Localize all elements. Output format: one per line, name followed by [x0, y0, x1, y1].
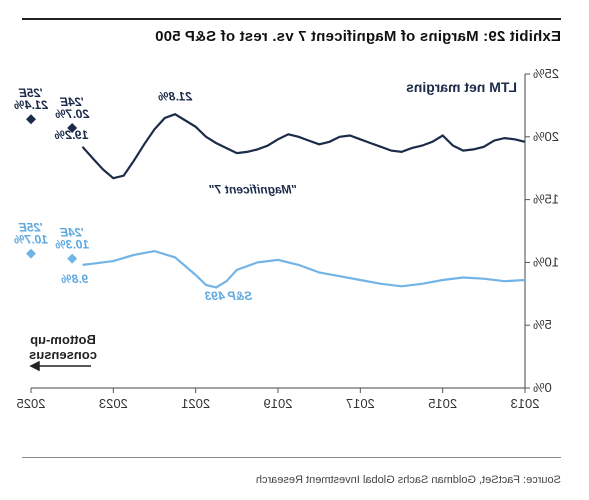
callout-mag7-peak: 21.8%	[158, 89, 193, 103]
svg-text:2017: 2017	[346, 396, 375, 411]
svg-text:5%: 5%	[533, 317, 552, 332]
svg-text:10.7%: 10.7%	[14, 233, 48, 247]
svg-text:15%: 15%	[533, 192, 559, 207]
series-label-sp493: S&P 493	[204, 289, 252, 303]
svg-text:21.4%: 21.4%	[14, 98, 49, 112]
callout-sp493-end: 9.8%	[61, 272, 89, 286]
svg-text:2013: 2013	[511, 396, 540, 411]
svg-text:20%: 20%	[533, 129, 559, 144]
svg-text:10%: 10%	[533, 254, 559, 269]
source-line: Source: FactSet, Goldman Sachs Global In…	[256, 474, 561, 486]
svg-text:2021: 2021	[181, 396, 210, 411]
top-rule	[22, 18, 561, 20]
bottom-rule	[22, 457, 561, 458]
svg-text:2019: 2019	[264, 396, 293, 411]
svg-text:10.3%: 10.3%	[55, 238, 89, 252]
chart-area: 0% 5% 10% 15% 20% 25% 2013 2015 2017 2019 2021 202…	[25, 62, 561, 440]
chart-title: LTM net margins	[406, 79, 517, 95]
page: Exhibit 29: Margins of Magnificent 7 vs.…	[0, 0, 589, 500]
svg-text:2015: 2015	[428, 396, 457, 411]
svg-text:Bottom-up: Bottom-up	[30, 332, 96, 347]
svg-text:2023: 2023	[99, 396, 128, 411]
svg-text:20.7%: 20.7%	[55, 107, 90, 121]
svg-text:0%: 0%	[533, 380, 552, 395]
svg-text:consensus: consensus	[29, 347, 97, 362]
series-label-mag7: "Magnificent 7"	[209, 182, 297, 196]
svg-text:25%: 25%	[533, 66, 559, 81]
svg-text:2025: 2025	[17, 396, 46, 411]
exhibit-title: Exhibit 29: Margins of Magnificent 7 vs.…	[155, 28, 561, 45]
consensus-label: Bottom-up consensus	[29, 332, 97, 370]
margins-chart: 0% 5% 10% 15% 20% 25% 2013 2015 2017 2019 2021 202…	[25, 62, 561, 440]
callout-mag7-end: 19.2%	[54, 128, 88, 142]
